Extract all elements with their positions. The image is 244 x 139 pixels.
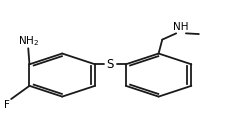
Text: S: S <box>107 58 114 71</box>
Text: F: F <box>4 100 10 110</box>
Text: NH: NH <box>173 22 188 32</box>
Text: NH$_2$: NH$_2$ <box>18 34 39 48</box>
